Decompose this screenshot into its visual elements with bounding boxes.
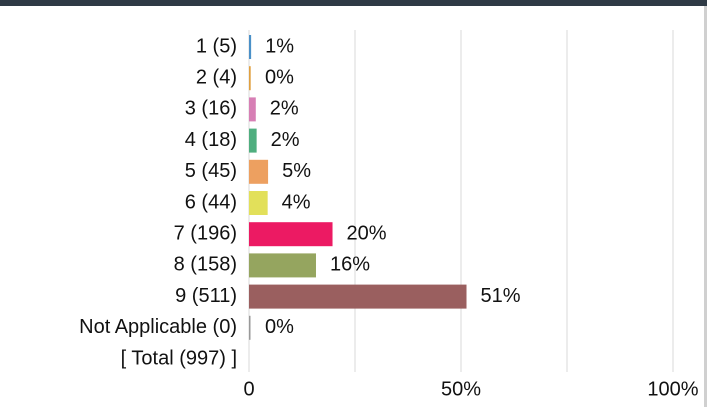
value-label: 2% — [271, 129, 300, 151]
x-tick-label: 50% — [441, 378, 481, 400]
right-edge — [704, 6, 707, 407]
bar — [249, 66, 251, 91]
top-bar — [0, 0, 707, 6]
y-tick-label: 6 (44) — [185, 191, 237, 213]
bar — [249, 159, 269, 184]
value-label: 51% — [481, 285, 521, 307]
y-tick-label: 7 (196) — [174, 222, 237, 244]
y-tick-label: 3 (16) — [185, 98, 237, 120]
value-label: 1% — [265, 35, 294, 57]
y-tick-label: 5 (45) — [185, 160, 237, 182]
y-tick-label: 9 (511) — [175, 285, 237, 307]
bar — [249, 284, 467, 309]
y-tick-label: [ Total (997) ] — [121, 347, 237, 369]
x-tick-label: 0 — [243, 378, 254, 400]
value-label: 2% — [270, 98, 299, 120]
y-tick-label: 1 (5) — [196, 35, 237, 57]
x-tick-label: 100% — [647, 378, 698, 400]
bar — [249, 222, 333, 247]
bar — [249, 315, 251, 340]
y-tick-label: Not Applicable (0) — [79, 316, 237, 338]
value-label: 0% — [265, 66, 294, 88]
bar — [249, 97, 256, 122]
bar — [249, 191, 268, 215]
y-tick-label: 2 (4) — [196, 66, 237, 88]
value-label: 0% — [265, 316, 294, 338]
value-label: 4% — [282, 191, 311, 213]
y-tick-label: 4 (18) — [185, 129, 237, 151]
value-label: 16% — [330, 254, 370, 276]
value-label: 20% — [347, 222, 387, 244]
bar — [249, 35, 252, 59]
y-tick-label: 8 (158) — [174, 254, 237, 276]
value-label: 5% — [282, 160, 311, 182]
bar — [249, 128, 257, 153]
bar — [249, 253, 316, 278]
